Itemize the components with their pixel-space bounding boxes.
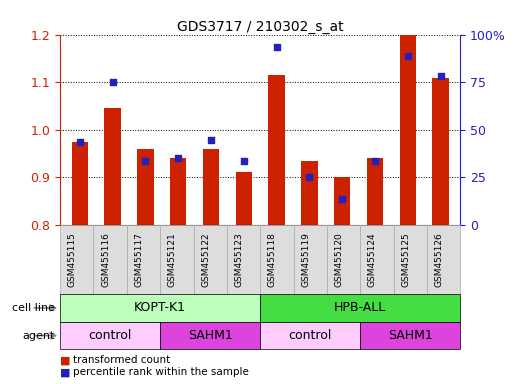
Bar xyxy=(367,158,383,225)
Point xyxy=(404,53,412,59)
Bar xyxy=(170,158,186,225)
Bar xyxy=(334,177,350,225)
Text: agent: agent xyxy=(22,331,55,341)
Title: GDS3717 / 210302_s_at: GDS3717 / 210302_s_at xyxy=(177,20,344,33)
Text: transformed count: transformed count xyxy=(73,355,170,365)
Bar xyxy=(203,149,219,225)
Text: GSM455121: GSM455121 xyxy=(168,232,177,287)
Text: GSM455116: GSM455116 xyxy=(101,232,110,287)
Text: control: control xyxy=(88,329,132,342)
Point xyxy=(240,158,248,164)
Text: GSM455115: GSM455115 xyxy=(68,232,77,287)
Bar xyxy=(400,35,416,225)
Point xyxy=(272,44,281,50)
Text: control: control xyxy=(289,329,332,342)
Bar xyxy=(137,149,154,225)
Text: KOPT-K1: KOPT-K1 xyxy=(134,301,186,314)
Text: percentile rank within the sample: percentile rank within the sample xyxy=(73,367,249,377)
Point xyxy=(436,73,445,79)
Bar xyxy=(105,108,121,225)
Text: ■: ■ xyxy=(60,355,71,365)
Bar xyxy=(235,172,252,225)
Point xyxy=(141,158,150,164)
Text: GSM455118: GSM455118 xyxy=(268,232,277,287)
Point xyxy=(371,158,379,164)
Text: SAHM1: SAHM1 xyxy=(388,329,433,342)
Bar xyxy=(72,142,88,225)
Text: GSM455117: GSM455117 xyxy=(134,232,143,287)
Text: cell line: cell line xyxy=(12,303,55,313)
Text: GSM455125: GSM455125 xyxy=(401,232,410,287)
Text: GSM455124: GSM455124 xyxy=(368,232,377,287)
Point xyxy=(174,155,183,161)
Text: GSM455119: GSM455119 xyxy=(301,232,310,287)
Text: GSM455122: GSM455122 xyxy=(201,232,210,287)
Point xyxy=(76,139,84,145)
Bar xyxy=(268,75,285,225)
Point xyxy=(207,137,215,143)
Point xyxy=(305,174,314,180)
Point xyxy=(108,79,117,85)
Text: GSM455123: GSM455123 xyxy=(234,232,244,287)
Point xyxy=(338,196,346,202)
Text: GSM455126: GSM455126 xyxy=(435,232,444,287)
Text: ■: ■ xyxy=(60,367,71,377)
Bar xyxy=(301,161,317,225)
Text: GSM455120: GSM455120 xyxy=(335,232,344,287)
Bar xyxy=(433,78,449,225)
Text: HPB-ALL: HPB-ALL xyxy=(334,301,386,314)
Text: SAHM1: SAHM1 xyxy=(188,329,233,342)
